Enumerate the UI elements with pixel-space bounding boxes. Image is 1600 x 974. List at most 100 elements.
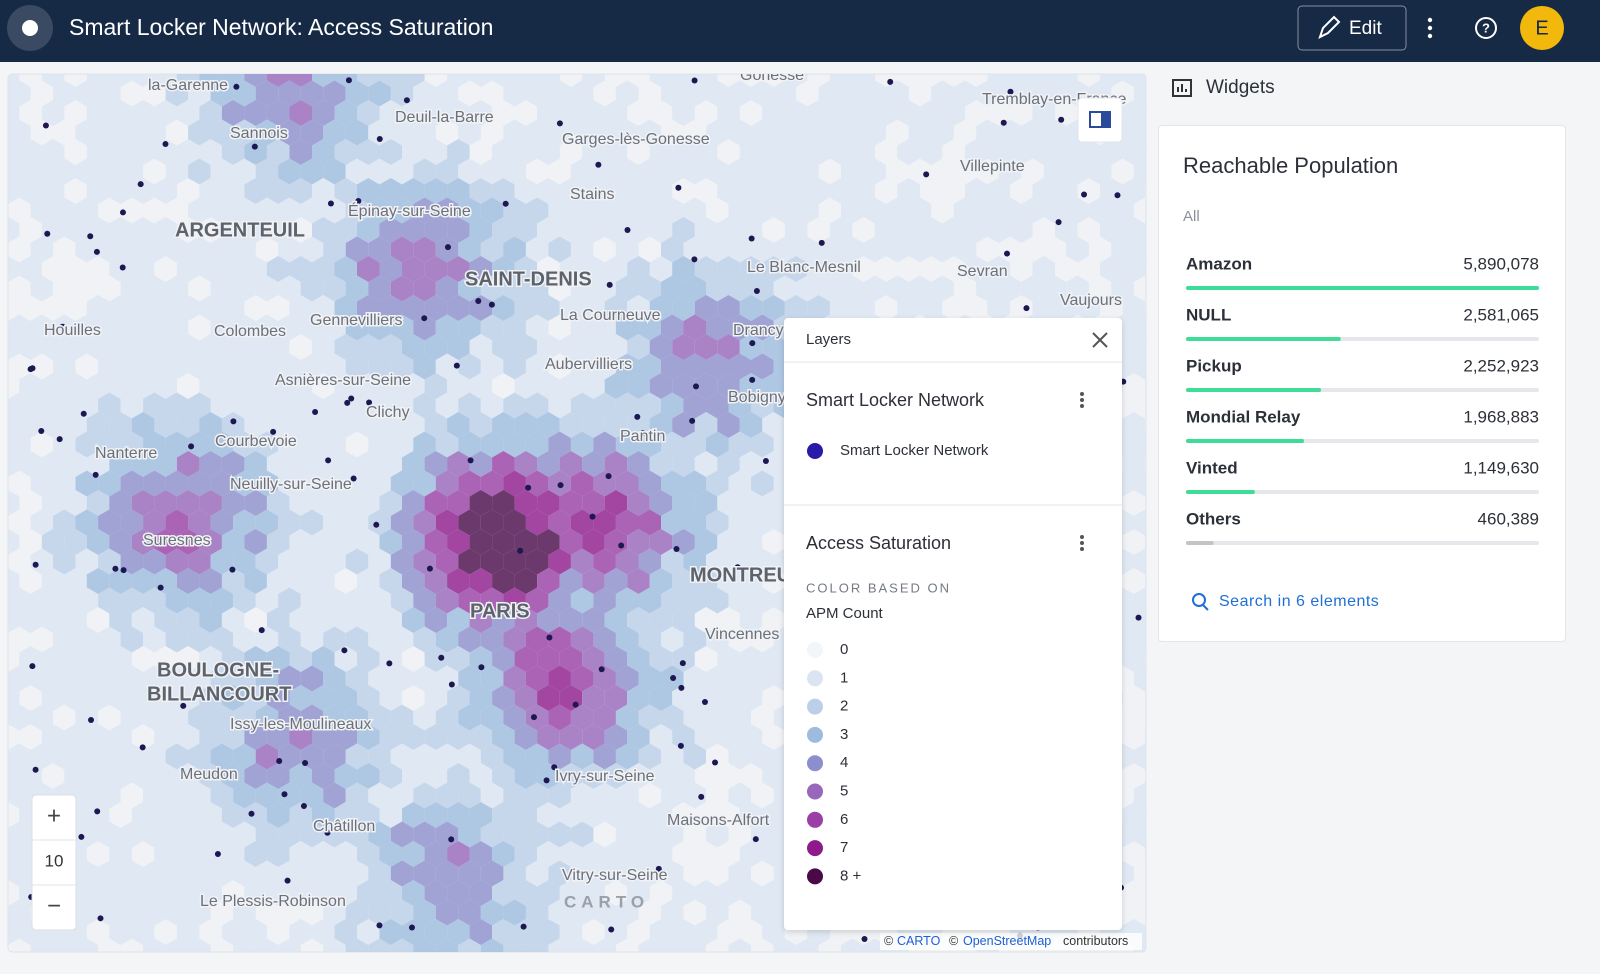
layer-menu[interactable]: [1080, 392, 1084, 408]
locker-point[interactable]: [301, 803, 307, 809]
locker-point[interactable]: [689, 418, 695, 424]
locker-point[interactable]: [377, 136, 383, 142]
locker-point[interactable]: [259, 627, 265, 633]
locker-point[interactable]: [475, 298, 481, 304]
category-name[interactable]: Pickup: [1186, 356, 1242, 375]
locker-point[interactable]: [404, 97, 410, 103]
locker-point[interactable]: [557, 120, 563, 126]
locker-point[interactable]: [624, 227, 630, 233]
attribution-link[interactable]: CARTO: [897, 934, 941, 948]
locker-point[interactable]: [445, 244, 451, 250]
locker-point[interactable]: [618, 543, 624, 549]
close-button[interactable]: [1093, 333, 1107, 347]
locker-point[interactable]: [438, 655, 444, 661]
locker-point[interactable]: [468, 457, 474, 463]
locker-point[interactable]: [233, 84, 239, 90]
locker-point[interactable]: [478, 664, 484, 670]
locker-point[interactable]: [346, 77, 352, 83]
locker-point[interactable]: [749, 377, 755, 383]
locker-point[interactable]: [673, 546, 679, 552]
locker-point[interactable]: [94, 249, 100, 255]
panel-toggle[interactable]: [1078, 98, 1122, 142]
locker-point[interactable]: [121, 567, 127, 573]
locker-point[interactable]: [38, 428, 44, 434]
locker-point[interactable]: [693, 383, 699, 389]
locker-point[interactable]: [599, 666, 605, 672]
locker-point[interactable]: [712, 760, 718, 766]
locker-point[interactable]: [521, 924, 527, 930]
locker-point[interactable]: [120, 209, 126, 215]
locker-point[interactable]: [230, 418, 236, 424]
locker-point[interactable]: [43, 122, 49, 128]
locker-point[interactable]: [29, 663, 35, 669]
locker-point[interactable]: [29, 365, 35, 371]
locker-point[interactable]: [188, 443, 194, 449]
locker-point[interactable]: [276, 758, 282, 764]
locker-point[interactable]: [749, 340, 755, 346]
locker-point[interactable]: [595, 162, 601, 168]
category-name[interactable]: Vinted: [1186, 458, 1238, 477]
locker-point[interactable]: [1004, 251, 1010, 257]
locker-point[interactable]: [120, 265, 126, 271]
locker-point[interactable]: [558, 482, 564, 488]
locker-point[interactable]: [531, 714, 537, 720]
locker-point[interactable]: [421, 315, 427, 321]
locker-point[interactable]: [81, 411, 87, 417]
locker-point[interactable]: [680, 660, 686, 666]
locker-point[interactable]: [698, 794, 704, 800]
locker-point[interactable]: [57, 436, 63, 442]
zoom-in[interactable]: +: [47, 802, 61, 829]
locker-point[interactable]: [302, 760, 308, 766]
locker-point[interactable]: [341, 647, 347, 653]
locker-point[interactable]: [33, 767, 39, 773]
locker-point[interactable]: [749, 235, 755, 241]
locker-point[interactable]: [285, 878, 291, 884]
locker-point[interactable]: [675, 185, 681, 191]
locker-point[interactable]: [427, 566, 433, 572]
locker-point[interactable]: [328, 201, 334, 207]
locker-point[interactable]: [140, 744, 146, 750]
attribution-link[interactable]: OpenStreetMap: [963, 934, 1051, 948]
category-name[interactable]: NULL: [1186, 305, 1231, 324]
locker-point[interactable]: [93, 472, 99, 478]
locker-point[interactable]: [702, 699, 708, 705]
locker-point[interactable]: [819, 240, 825, 246]
locker-point[interactable]: [78, 834, 84, 840]
locker-point[interactable]: [517, 548, 523, 554]
locker-point[interactable]: [376, 922, 382, 928]
locker-point[interactable]: [229, 567, 235, 573]
locker-point[interactable]: [33, 562, 39, 568]
category-name[interactable]: Amazon: [1186, 254, 1252, 273]
locker-point[interactable]: [573, 702, 579, 708]
locker-point[interactable]: [158, 585, 164, 591]
locker-point[interactable]: [608, 927, 614, 933]
locker-point[interactable]: [97, 915, 103, 921]
locker-point[interactable]: [386, 660, 392, 666]
locker-point[interactable]: [1114, 192, 1120, 198]
locker-point[interactable]: [691, 256, 697, 262]
category-name[interactable]: Others: [1186, 509, 1241, 528]
locker-point[interactable]: [763, 458, 769, 464]
locker-point[interactable]: [489, 302, 495, 308]
locker-point[interactable]: [503, 201, 509, 207]
locker-point[interactable]: [1001, 120, 1007, 126]
locker-point[interactable]: [753, 836, 759, 842]
locker-point[interactable]: [754, 288, 760, 294]
locker-point[interactable]: [678, 743, 684, 749]
locker-point[interactable]: [1081, 191, 1087, 197]
zoom-out[interactable]: −: [47, 892, 61, 919]
locker-point[interactable]: [373, 522, 379, 528]
locker-point[interactable]: [1023, 305, 1029, 311]
locker-point[interactable]: [670, 675, 676, 681]
layer-menu[interactable]: [1080, 535, 1084, 551]
locker-point[interactable]: [325, 457, 331, 463]
locker-point[interactable]: [1056, 219, 1062, 225]
locker-point[interactable]: [607, 282, 613, 288]
locker-point[interactable]: [138, 181, 144, 187]
locker-point[interactable]: [88, 717, 94, 723]
locker-point[interactable]: [112, 566, 118, 572]
locker-point[interactable]: [409, 925, 415, 931]
locker-point[interactable]: [887, 79, 893, 85]
search-link[interactable]: Search in 6 elements: [1219, 593, 1379, 610]
locker-point[interactable]: [248, 811, 254, 817]
